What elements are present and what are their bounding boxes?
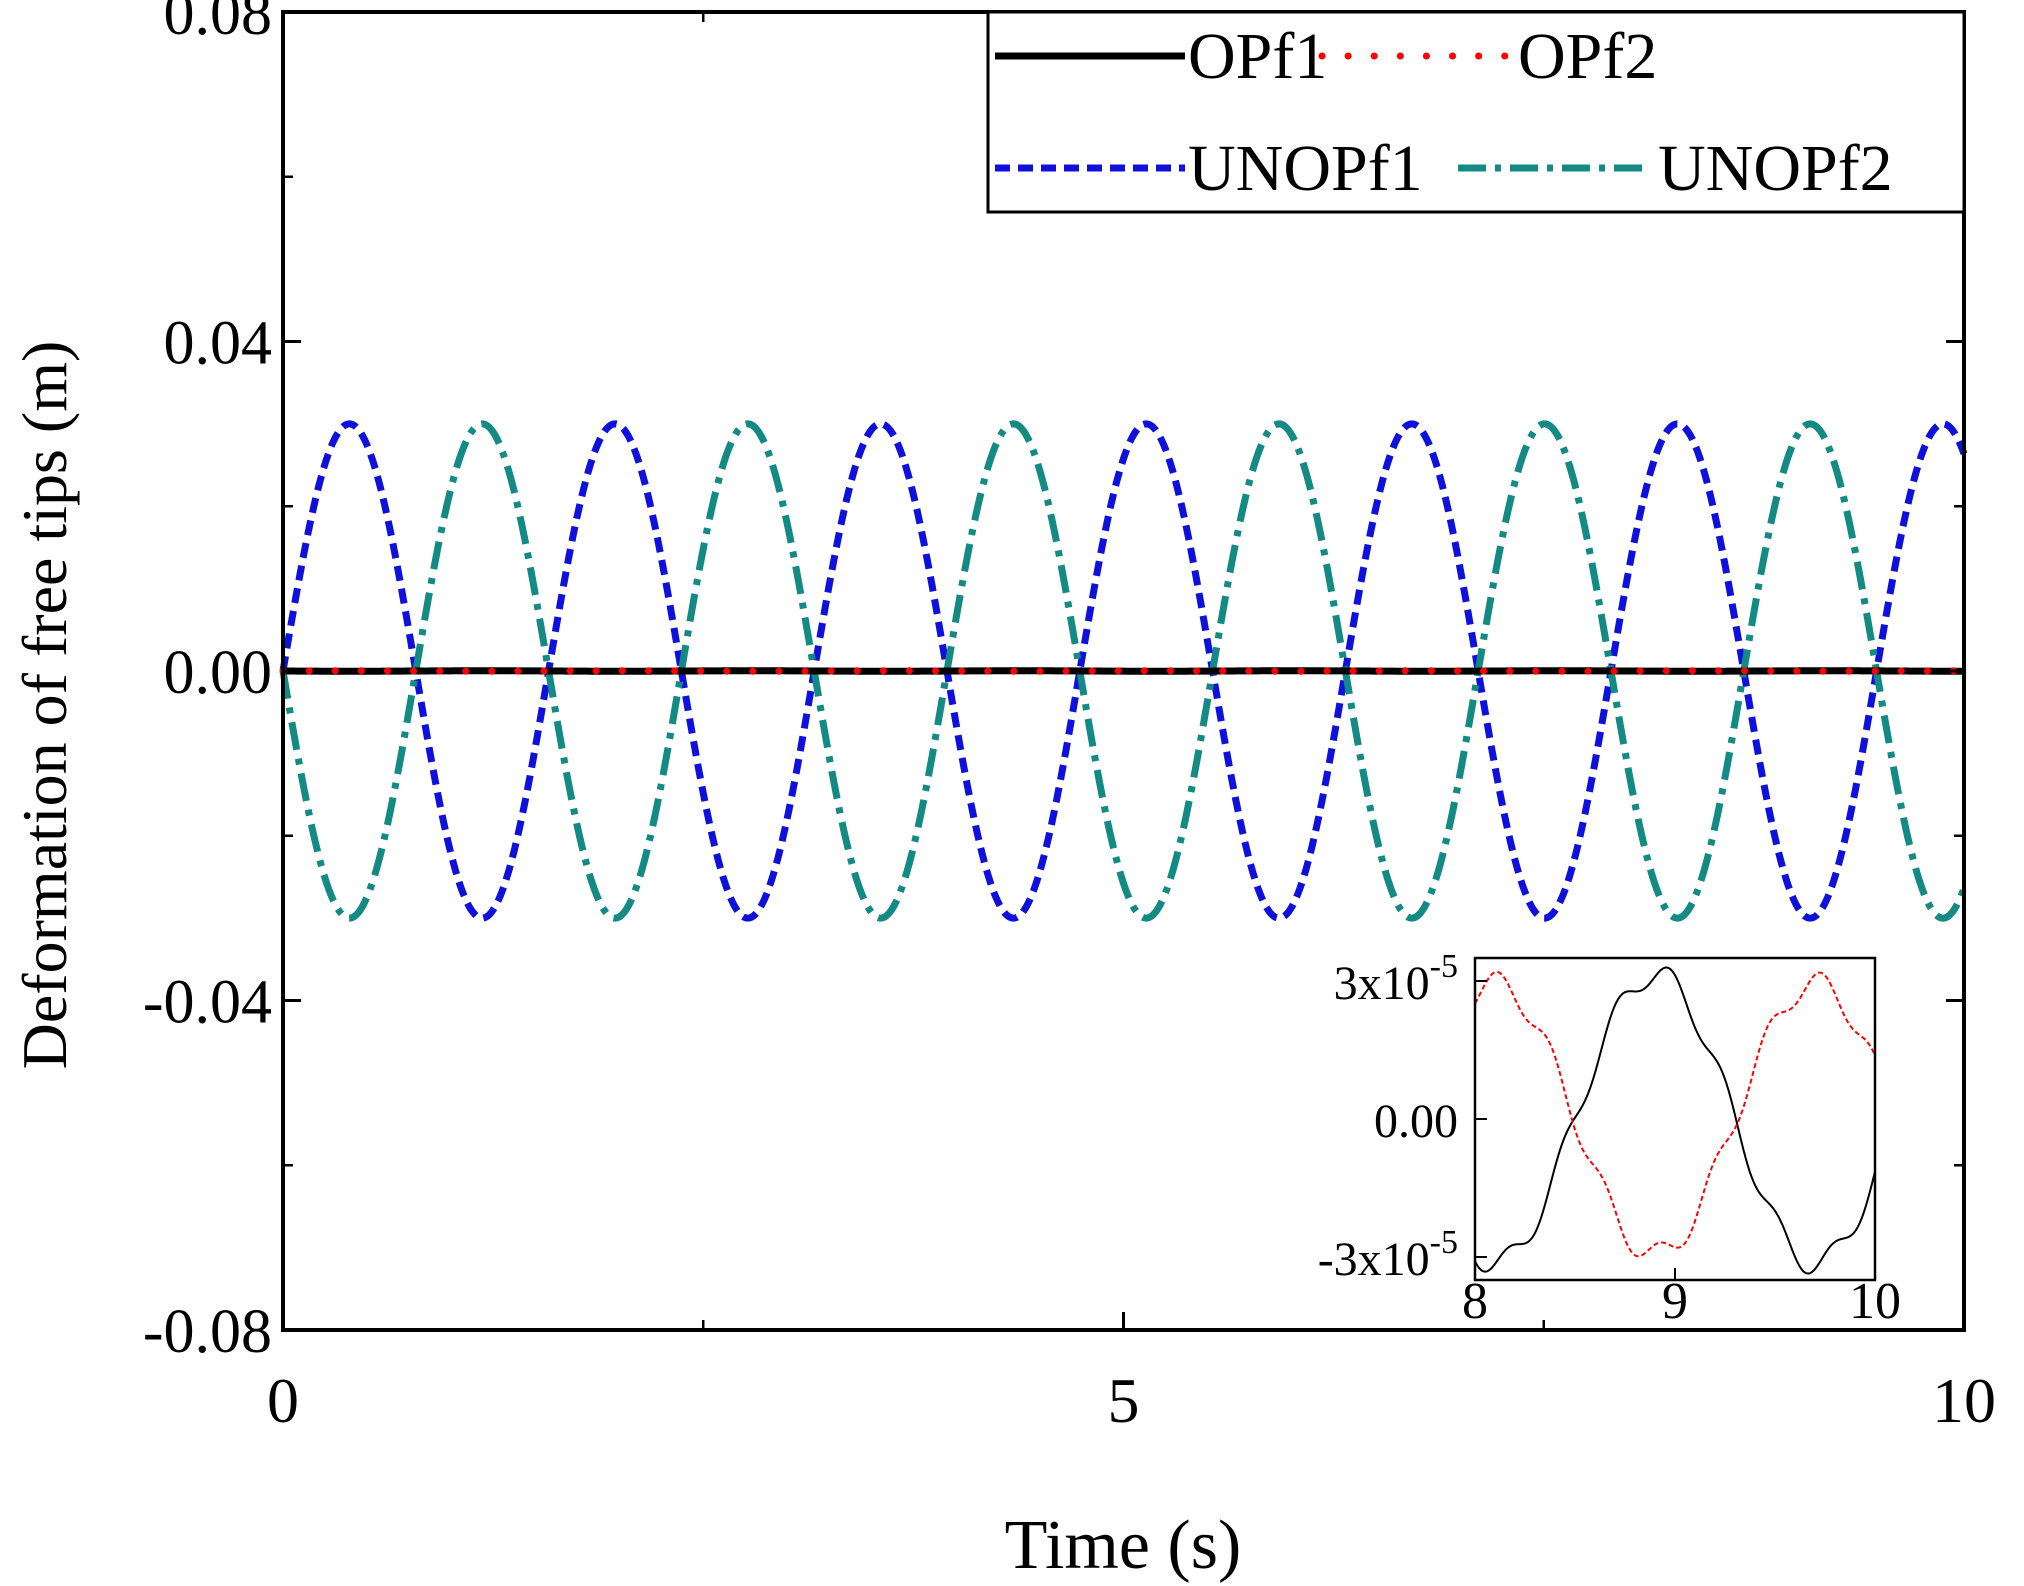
y-axis-label: Deformation of free tips (m) xyxy=(9,341,80,1070)
y-tick-label: -0.04 xyxy=(143,969,272,1037)
legend-box xyxy=(986,10,1966,214)
inset-x-tick-label: 10 xyxy=(1849,1273,1901,1330)
y-tick-label: 0.00 xyxy=(164,639,273,707)
inset-y-tick-mantissa: 3x10 xyxy=(1334,957,1430,1010)
main-series-group xyxy=(279,420,1968,922)
series-line-opf1 xyxy=(282,667,1964,675)
legend: OPf1 OPf2 UNOPf1 UNOPf2 xyxy=(986,10,1966,214)
inset-series-line-opf1 xyxy=(1474,966,1876,1275)
inset-background xyxy=(1475,958,1875,1280)
main-ticks-group: 0 5 10 -0.08 -0.04 0.00 0.04 0.08 xyxy=(143,0,1996,1436)
series-line-unopf2 xyxy=(279,420,1968,922)
inset-series-group xyxy=(1474,966,1876,1275)
legend-label-unopf2: UNOPf2 xyxy=(1658,132,1893,205)
inset-y-tick-label: 3x10-5 xyxy=(1334,948,1458,1010)
x-tick-label: 5 xyxy=(1108,1365,1140,1436)
inset-y-tick-exponent: -5 xyxy=(1430,948,1458,985)
legend-label-opf1: OPf1 xyxy=(1188,20,1327,93)
y-tick-label: -0.08 xyxy=(143,1298,272,1366)
inset-y-tick-mantissa: 0.00 xyxy=(1374,1095,1458,1148)
inset-series-line-opf2 xyxy=(1474,970,1876,1258)
x-tick-label: 0 xyxy=(267,1365,299,1436)
series-line-unopf1 xyxy=(279,420,1968,922)
x-tick-label: 10 xyxy=(1932,1365,1996,1436)
inset-y-tick-label: -3x10-5 xyxy=(1318,1224,1458,1286)
inset-x-tick-label: 9 xyxy=(1662,1273,1688,1330)
inset-y-tick-exponent: -5 xyxy=(1430,1224,1458,1261)
legend-label-opf2: OPf2 xyxy=(1518,20,1657,93)
inset-x-tick-label: 8 xyxy=(1462,1273,1488,1330)
legend-label-unopf1: UNOPf1 xyxy=(1188,132,1423,205)
y-tick-label: 0.08 xyxy=(164,0,273,48)
x-axis-label: Time (s) xyxy=(1005,1507,1242,1584)
inset-y-tick-mantissa: -3x10 xyxy=(1318,1233,1430,1286)
y-tick-label: 0.04 xyxy=(164,310,273,378)
inset-y-tick-label: 0.00 xyxy=(1374,1095,1458,1148)
